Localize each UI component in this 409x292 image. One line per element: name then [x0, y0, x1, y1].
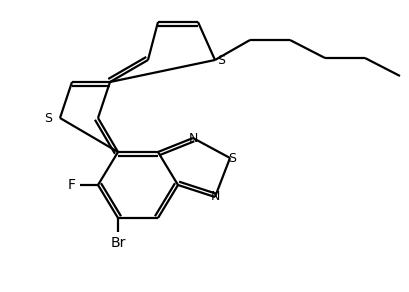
- Text: Br: Br: [110, 236, 126, 250]
- Text: S: S: [44, 112, 52, 124]
- Text: F: F: [68, 178, 76, 192]
- Text: S: S: [228, 152, 236, 164]
- Text: S: S: [217, 53, 225, 67]
- Text: N: N: [188, 131, 198, 145]
- Text: N: N: [210, 190, 220, 204]
